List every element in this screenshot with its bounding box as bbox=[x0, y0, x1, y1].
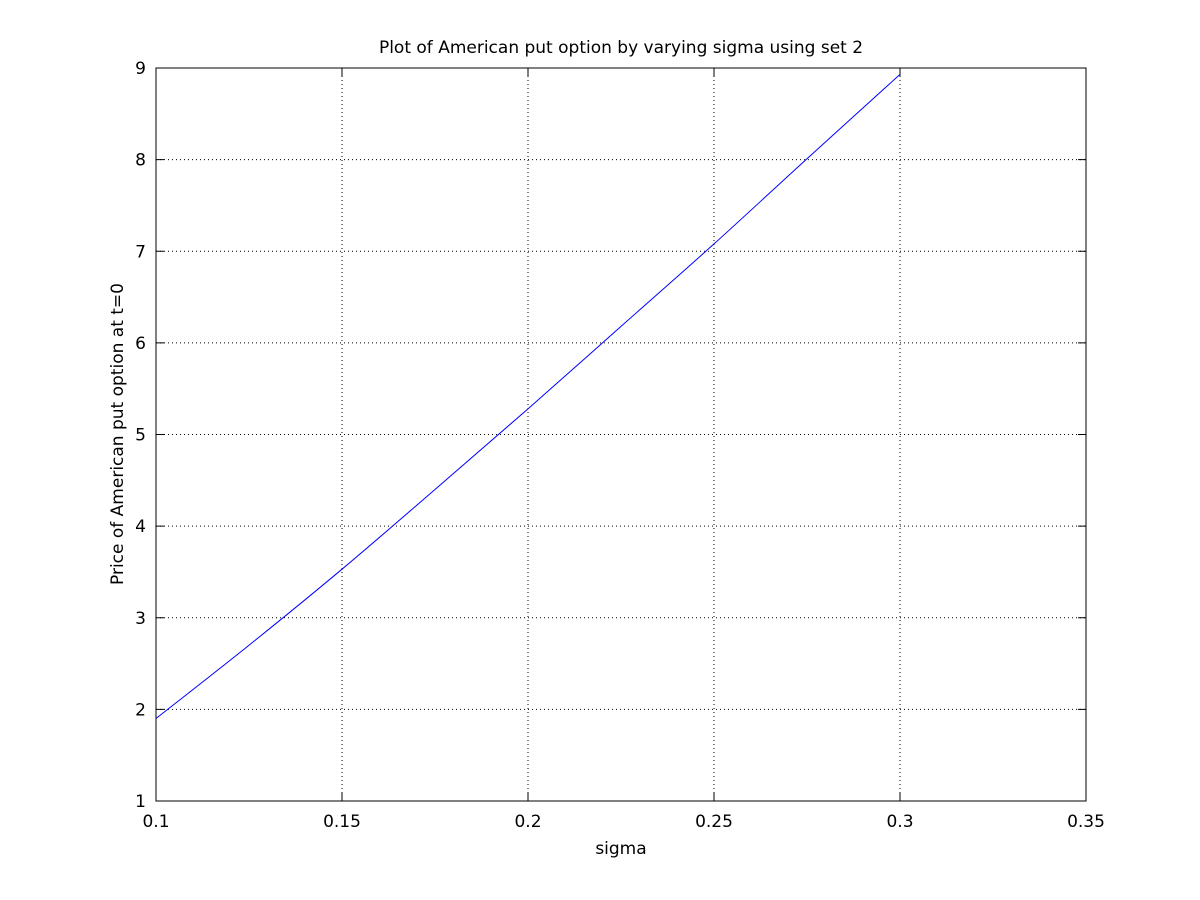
series-line-0 bbox=[155, 74, 901, 719]
y-tick-label: 3 bbox=[135, 609, 146, 629]
y-tick-label: 9 bbox=[135, 59, 146, 79]
y-tick-label: 6 bbox=[135, 334, 146, 354]
y-tick-label: 2 bbox=[135, 700, 146, 720]
series-layer bbox=[155, 74, 901, 719]
x-tick-label: 0.3 bbox=[886, 812, 913, 832]
x-axis-label: sigma bbox=[595, 839, 646, 859]
y-tick-label: 1 bbox=[135, 792, 146, 812]
x-tick-label: 0.15 bbox=[323, 812, 361, 832]
grid bbox=[156, 68, 1086, 801]
chart-title: Plot of American put option by varying s… bbox=[379, 38, 863, 58]
y-tick-label: 4 bbox=[135, 517, 146, 537]
y-axis-label: Price of American put option at t=0 bbox=[108, 283, 128, 585]
y-tick-label: 7 bbox=[135, 242, 146, 262]
y-tick-label: 8 bbox=[135, 151, 146, 171]
axis-ticks: 0.1 0.15 0.2 0.25 0.3 0.35 1 2 3 4 5 6 7 8 9 bbox=[135, 59, 1105, 832]
x-tick-label: 0.35 bbox=[1067, 812, 1105, 832]
y-tick-label: 5 bbox=[135, 426, 146, 446]
x-tick-label: 0.1 bbox=[142, 812, 169, 832]
x-tick-label: 0.2 bbox=[514, 812, 541, 832]
x-tick-label: 0.25 bbox=[695, 812, 733, 832]
